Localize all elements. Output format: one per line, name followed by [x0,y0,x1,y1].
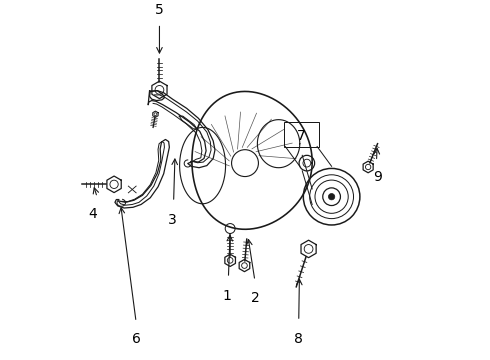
Circle shape [328,194,335,200]
Text: 1: 1 [222,289,231,303]
Text: 6: 6 [132,332,141,346]
Text: 8: 8 [294,332,302,346]
Text: 9: 9 [373,170,382,184]
Text: 7: 7 [296,129,305,143]
Text: 2: 2 [251,292,260,305]
Text: 4: 4 [89,207,98,221]
Text: 3: 3 [168,213,177,226]
Text: 5: 5 [155,3,164,17]
